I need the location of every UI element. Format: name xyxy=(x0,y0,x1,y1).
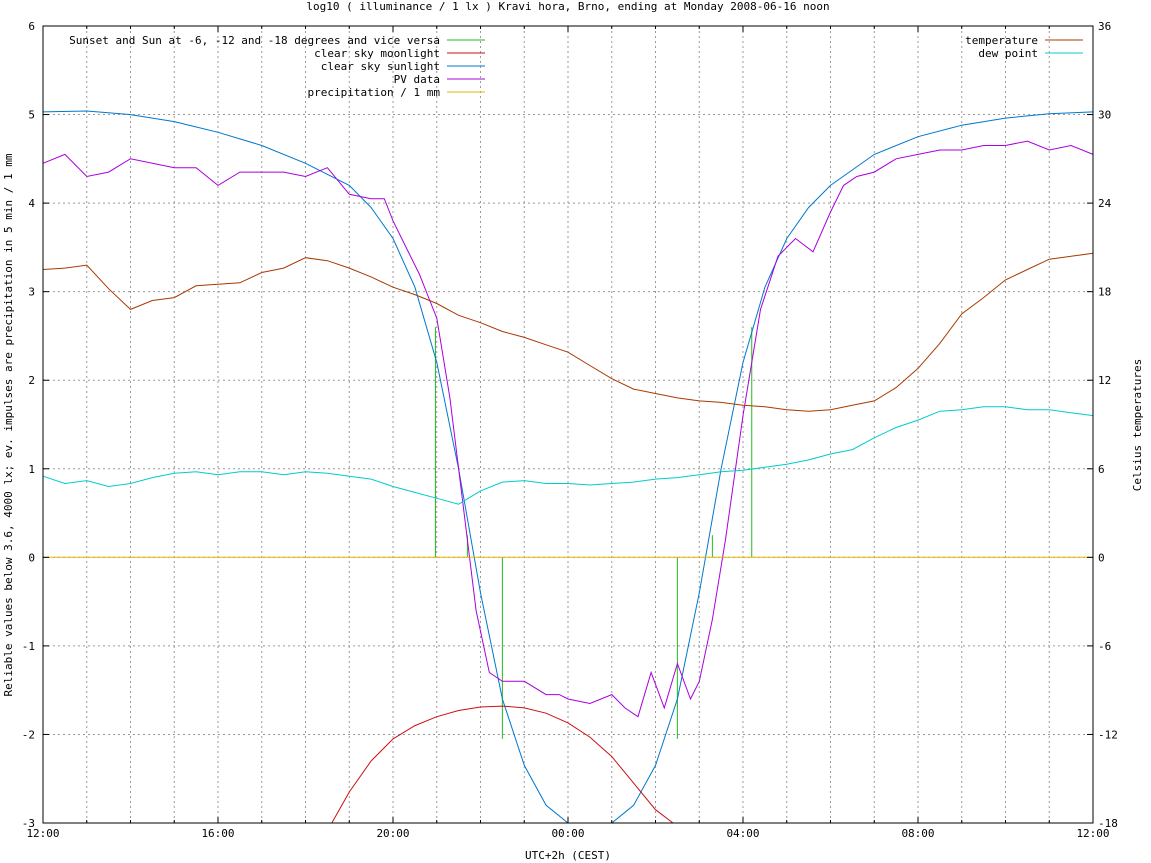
y-left-tick-label: -1 xyxy=(22,640,35,653)
series-layer xyxy=(42,110,1094,824)
x-axis-label: UTC+2h (CEST) xyxy=(525,849,611,862)
x-tick-label: 16:00 xyxy=(201,827,234,840)
legend-entry-label: clear sky sunlight xyxy=(321,60,440,73)
y-right-tick-label: -12 xyxy=(1098,728,1118,741)
y-axis-right-label: Celsius temperatures xyxy=(1131,359,1144,491)
y-right-tick-label: 6 xyxy=(1098,463,1105,476)
axes-layer: 12:00 16:00 20:00 00:00 04:00 08:00 12:00-3 -18… xyxy=(22,20,1118,840)
x-tick-label: 08:00 xyxy=(901,827,934,840)
x-tick-label: 12:00 xyxy=(26,827,59,840)
y-right-tick-label: -6 xyxy=(1098,640,1111,653)
y-left-tick-label: 5 xyxy=(28,109,35,122)
series-line-pv-data xyxy=(42,140,1094,718)
y-left-tick-label: 0 xyxy=(28,551,35,564)
y-left-tick-label: -3 xyxy=(22,817,35,830)
chart-title: log10 ( illuminance / 1 lx ) Kravi hora,… xyxy=(306,0,829,13)
y-left-tick-label: 2 xyxy=(28,374,35,387)
plot-frame xyxy=(42,25,1094,824)
grid-lines xyxy=(43,26,1093,823)
legend-entry-label: temperature xyxy=(965,34,1038,47)
y-right-tick-label: -18 xyxy=(1098,817,1118,830)
x-tick-label: 12:00 xyxy=(1076,827,1109,840)
y-right-tick-label: 12 xyxy=(1098,374,1111,387)
y-left-tick-label: 4 xyxy=(28,197,35,210)
y-left-tick-label: 3 xyxy=(28,286,35,299)
legend-entry-label: precipitation / 1 mm xyxy=(308,86,441,99)
x-tick-label: 04:00 xyxy=(726,827,759,840)
y-right-tick-label: 36 xyxy=(1098,20,1111,33)
y-right-tick-label: 24 xyxy=(1098,197,1112,210)
series-line-clear-sky-moonlight xyxy=(331,705,674,824)
x-tick-label: 00:00 xyxy=(551,827,584,840)
y-axis-left-label: Reliable values below 3.6, 4000 lx; ev. … xyxy=(2,153,15,696)
legend-entry-label: clear sky moonlight xyxy=(314,47,440,60)
y-left-tick-label: -2 xyxy=(22,728,35,741)
y-left-tick-label: 1 xyxy=(28,463,35,476)
legend: Sunset and Sun at -6, -12 and -18 degree… xyxy=(69,34,1083,99)
y-right-tick-label: 30 xyxy=(1098,109,1111,122)
legend-entry-label: Sunset and Sun at -6, -12 and -18 degree… xyxy=(69,34,440,47)
legend-entry-label: dew point xyxy=(978,47,1038,60)
series-line-temperature xyxy=(42,252,1094,412)
y-right-tick-label: 18 xyxy=(1098,286,1111,299)
y-left-tick-label: 6 xyxy=(28,20,35,33)
x-tick-label: 20:00 xyxy=(376,827,409,840)
series-line-dew-point xyxy=(42,406,1094,505)
legend-entry-label: PV data xyxy=(394,73,440,86)
y-right-tick-label: 0 xyxy=(1098,551,1105,564)
